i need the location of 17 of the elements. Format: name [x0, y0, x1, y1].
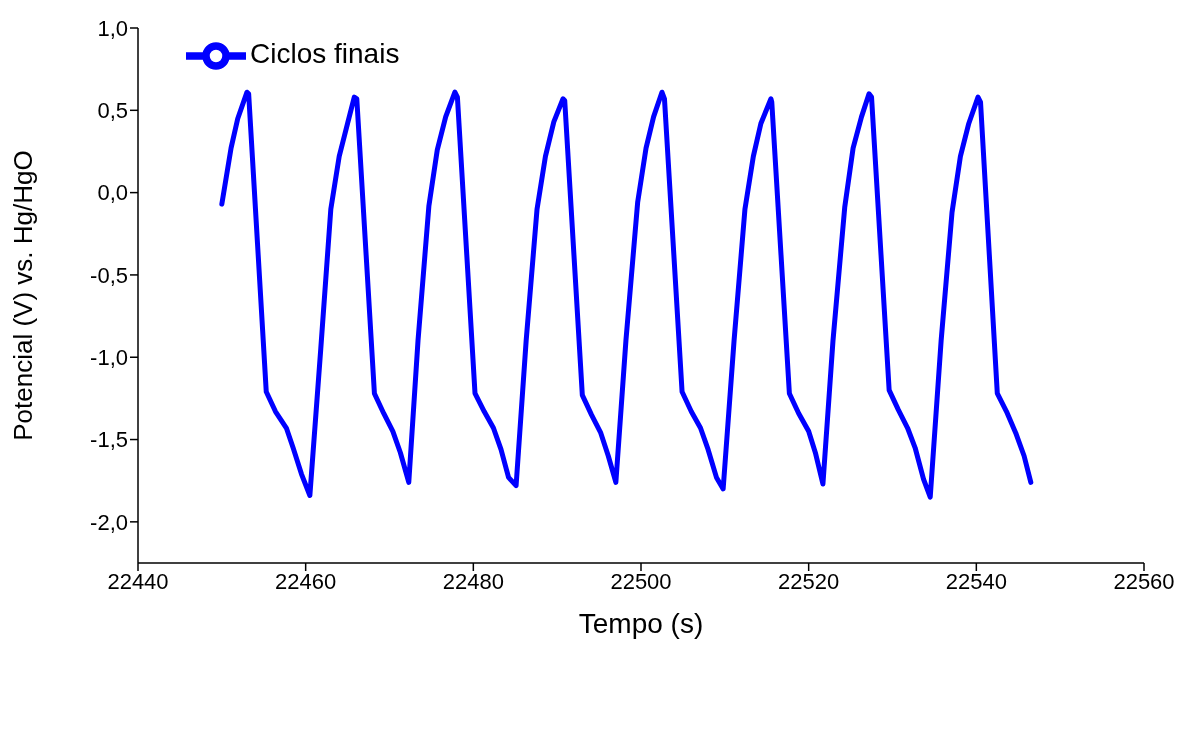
legend-label: Ciclos finais [250, 38, 400, 70]
x-axis-title: Tempo (s) [578, 608, 704, 639]
y-tick-label: -1,0 [90, 345, 128, 371]
x-tick-label: 22480 [442, 568, 504, 594]
x-tick-label: 22500 [610, 568, 672, 594]
x-tick-label: 22560 [1113, 568, 1175, 594]
y-tick-label: 0,5 [97, 98, 128, 124]
x-tick-label: 22460 [275, 568, 337, 594]
x-tick-label: 22440 [107, 568, 169, 594]
y-axis-title: Potencial (V) vs. Hg/HgO [8, 150, 39, 441]
y-tick-label: -1,5 [90, 427, 128, 453]
y-tick-label: 0,0 [97, 180, 128, 206]
x-tick-label: 22520 [778, 568, 840, 594]
x-tick-label: 22540 [945, 568, 1007, 594]
y-tick-label: -0,5 [90, 262, 128, 288]
y-tick-label: 1,0 [97, 15, 128, 41]
y-tick-label: -2,0 [90, 509, 128, 535]
